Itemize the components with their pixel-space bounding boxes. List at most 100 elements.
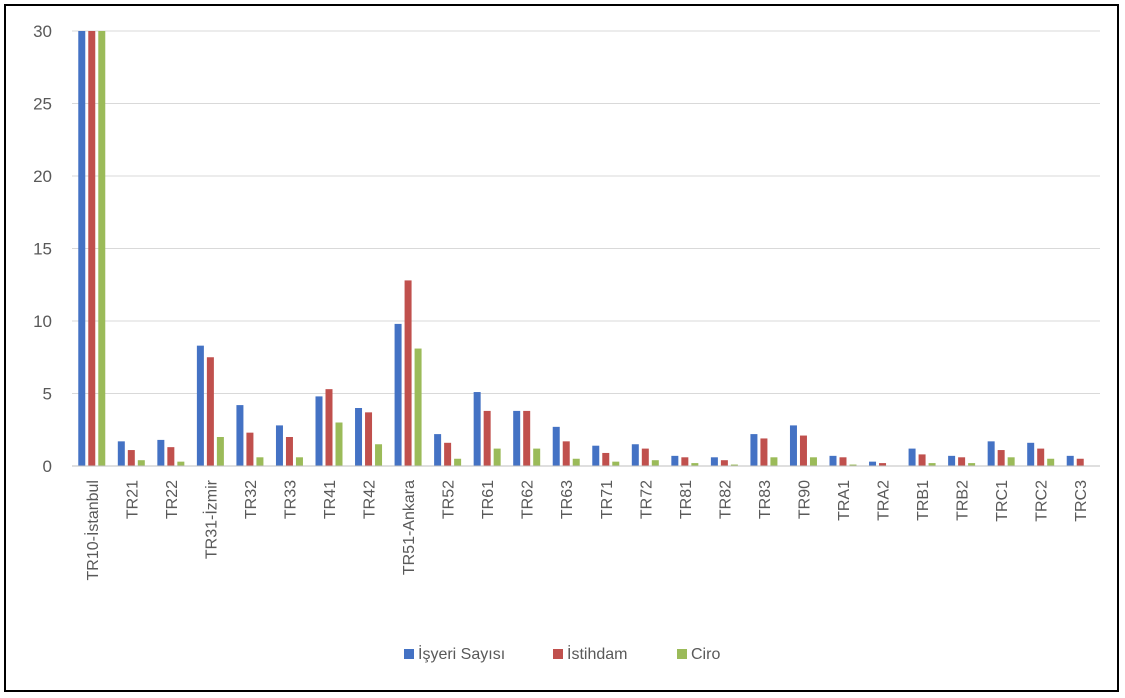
- bar-2-24: [1047, 458, 1055, 466]
- x-tick-label: TRC2: [1034, 480, 1051, 522]
- y-tick-label: 10: [33, 312, 52, 331]
- bar-2-13: [612, 461, 620, 466]
- bar-1-6: [325, 389, 333, 466]
- bar-1-12: [562, 441, 570, 466]
- bar-2-16: [730, 464, 738, 466]
- bar-2-21: [928, 463, 936, 466]
- bar-1-20: [879, 463, 887, 466]
- bar-1-4: [246, 432, 254, 466]
- bar-2-6: [335, 422, 343, 466]
- bar-0-21: [908, 448, 916, 466]
- bar-2-19: [849, 464, 857, 466]
- x-tick-label: TR21: [124, 480, 141, 519]
- bar-1-25: [1076, 458, 1084, 466]
- bar-0-3: [196, 345, 204, 466]
- bar-2-10: [493, 448, 501, 466]
- bar-0-19: [829, 455, 837, 466]
- bar-0-11: [513, 410, 521, 466]
- bar-1-15: [681, 457, 689, 466]
- bar-0-4: [236, 405, 244, 466]
- x-tick-label: TR32: [243, 480, 260, 519]
- bar-2-17: [770, 457, 778, 466]
- bar-1-24: [1037, 448, 1045, 466]
- bar-1-8: [404, 280, 412, 466]
- bar-0-10: [473, 392, 481, 466]
- bar-0-25: [1066, 455, 1074, 466]
- bar-0-20: [869, 461, 877, 466]
- bar-1-13: [602, 452, 610, 466]
- y-tick-label: 15: [33, 240, 52, 259]
- bar-2-18: [809, 457, 817, 466]
- bar-2-22: [968, 463, 976, 466]
- legend-label: İstihdam: [567, 644, 627, 663]
- x-tick-label: TR10-İstanbul: [83, 480, 102, 581]
- x-tick-label: TR90: [796, 480, 813, 519]
- bar-0-8: [394, 323, 402, 466]
- bar-0-5: [275, 425, 283, 466]
- x-tick-label: TR41: [322, 480, 339, 519]
- bar-1-0: [88, 31, 96, 466]
- bar-0-22: [948, 455, 956, 466]
- x-tick-label: TR42: [362, 480, 379, 519]
- bar-1-23: [997, 450, 1005, 466]
- y-tick-label: 5: [43, 385, 52, 404]
- x-tick-label: TR82: [717, 480, 734, 519]
- bar-0-1: [117, 441, 125, 466]
- x-tick-label: TR33: [282, 480, 299, 519]
- y-tick-label: 30: [33, 22, 52, 41]
- chart-frame: [4, 4, 1119, 692]
- bar-0-9: [434, 434, 442, 466]
- bar-2-12: [572, 458, 580, 466]
- x-tick-label: TR62: [520, 480, 537, 519]
- bar-2-14: [651, 460, 659, 466]
- bars: [78, 31, 1084, 466]
- bar-1-21: [918, 454, 926, 466]
- legend-swatch: [553, 649, 563, 659]
- x-tick-label: TR71: [599, 480, 616, 519]
- bar-0-0: [78, 31, 86, 466]
- bar-0-6: [315, 396, 323, 466]
- x-tick-label: TR83: [757, 480, 774, 519]
- bar-1-17: [760, 438, 768, 466]
- x-tick-label: TR72: [638, 480, 655, 519]
- legend-label: Ciro: [691, 646, 720, 663]
- x-tick-label: TR52: [441, 480, 458, 519]
- legend-label: İşyeri Sayısı: [418, 644, 505, 663]
- x-tick-label: TR81: [678, 480, 695, 519]
- bar-1-9: [444, 442, 452, 466]
- bar-0-12: [552, 426, 560, 466]
- x-tick-label: TRA1: [836, 480, 853, 521]
- x-tick-label: TR63: [559, 480, 576, 519]
- bar-1-19: [839, 457, 847, 466]
- bar-0-15: [671, 455, 679, 466]
- x-tick-label: TR31-İzmir: [201, 479, 220, 559]
- bar-2-7: [375, 444, 383, 466]
- x-tick-label: TRC3: [1073, 480, 1090, 522]
- bar-1-2: [167, 447, 175, 466]
- bar-1-14: [641, 448, 649, 466]
- bar-2-3: [216, 437, 224, 466]
- bar-1-3: [206, 357, 214, 466]
- x-tick-label: TR51-Ankara: [401, 480, 418, 575]
- bar-1-7: [365, 412, 373, 466]
- y-tick-label: 0: [43, 457, 52, 476]
- x-tick-label: TR61: [480, 480, 497, 519]
- bar-0-16: [710, 457, 718, 466]
- bar-2-4: [256, 457, 264, 466]
- bar-2-2: [177, 461, 185, 466]
- y-tick-label: 25: [33, 95, 52, 114]
- x-axis-ticks: TR10-İstanbul TR21 TR22 TR31-İzmir TR32 TR33 T…: [83, 479, 1090, 580]
- bar-2-15: [691, 463, 699, 466]
- bar-1-11: [523, 410, 531, 466]
- x-tick-label: TR22: [164, 480, 181, 519]
- bar-0-24: [1027, 442, 1035, 466]
- legend-swatch: [677, 649, 687, 659]
- bar-0-18: [789, 425, 797, 466]
- bar-1-16: [720, 460, 728, 466]
- bar-1-5: [285, 437, 293, 466]
- bar-2-0: [98, 31, 106, 466]
- bar-1-10: [483, 410, 491, 466]
- bar-2-1: [137, 460, 145, 466]
- bar-0-2: [157, 439, 165, 466]
